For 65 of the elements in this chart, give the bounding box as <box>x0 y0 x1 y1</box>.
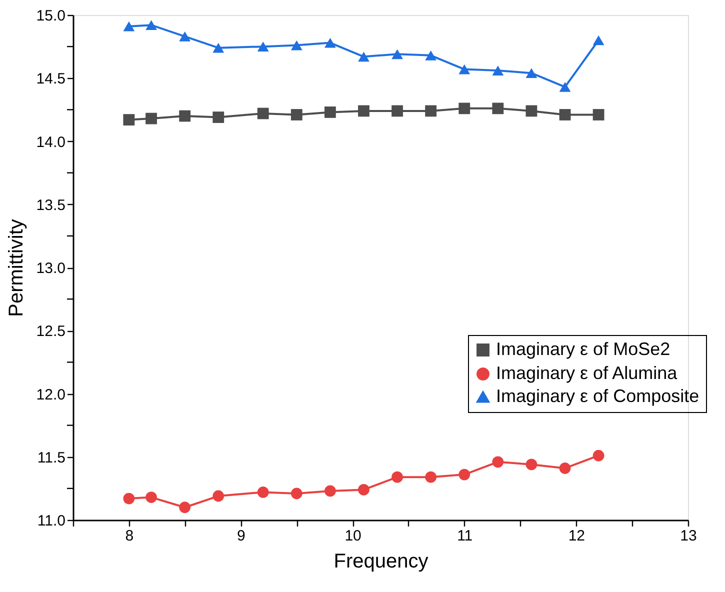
point <box>392 105 403 117</box>
y-tick-label: 13.0 <box>36 260 66 277</box>
x-axis-title: Frequency <box>334 550 428 572</box>
y-axis-title: Permittivity <box>5 219 28 317</box>
point <box>458 64 470 74</box>
point <box>123 21 135 32</box>
point <box>458 468 470 480</box>
legend-label: Imaginary ε of Composite <box>496 386 700 406</box>
point <box>123 114 135 126</box>
y-tick-label: 11.0 <box>37 512 66 530</box>
point <box>425 471 437 483</box>
y-tick-label: 14.0 <box>36 134 66 151</box>
y-tick-label: 11.5 <box>37 449 66 466</box>
x-tick-label: 12 <box>568 528 586 544</box>
x-tick-label: 9 <box>237 528 246 544</box>
point <box>146 112 157 124</box>
point <box>123 492 135 504</box>
point <box>526 68 538 78</box>
point <box>324 485 336 497</box>
point <box>358 105 370 117</box>
y-tick-label: 12.5 <box>36 323 66 340</box>
point <box>146 492 157 503</box>
point <box>592 450 604 462</box>
point <box>179 32 191 42</box>
point <box>358 484 370 496</box>
point <box>592 109 604 120</box>
y-tick-label: 12.0 <box>36 386 66 404</box>
legend-label: Imaginary ε of MoSe2 <box>496 339 670 359</box>
y-tick-label: 13.5 <box>36 196 66 214</box>
point <box>324 38 336 48</box>
y-tick-label: 15.0 <box>36 8 66 24</box>
point <box>358 52 370 62</box>
point <box>492 66 504 76</box>
point <box>458 102 470 114</box>
x-tick-label: 10 <box>344 528 362 544</box>
point <box>290 40 302 50</box>
point <box>146 20 157 30</box>
point <box>559 462 571 474</box>
point <box>257 486 269 498</box>
point <box>425 50 437 60</box>
point <box>212 490 224 502</box>
point <box>290 109 302 120</box>
point <box>257 42 269 52</box>
legend-label: Imaginary ε of Alumina <box>496 363 678 383</box>
point <box>592 35 604 46</box>
point <box>290 488 302 500</box>
x-tick-label: 8 <box>125 528 134 544</box>
point <box>324 106 336 118</box>
x-tick-label: 13 <box>680 528 697 544</box>
point <box>179 110 191 122</box>
point <box>559 82 571 92</box>
point <box>179 502 191 514</box>
point <box>559 109 571 120</box>
point <box>212 112 224 123</box>
point <box>212 42 224 53</box>
point <box>526 458 538 470</box>
point <box>392 471 403 483</box>
point <box>492 102 504 114</box>
point <box>492 456 504 468</box>
y-tick-label: 14.5 <box>36 70 66 88</box>
x-tick-label: 11 <box>457 528 473 544</box>
point <box>257 108 269 120</box>
point <box>425 105 437 117</box>
point <box>392 49 403 60</box>
point <box>526 105 538 117</box>
